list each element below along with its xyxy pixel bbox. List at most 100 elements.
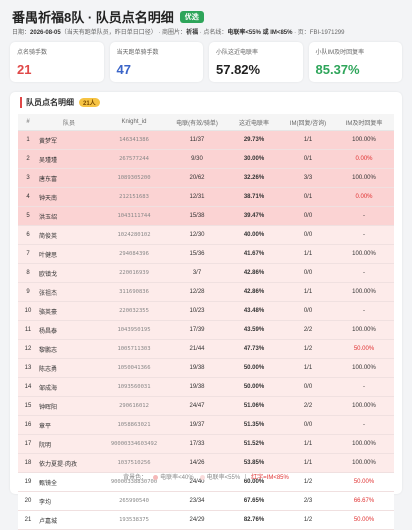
table-row: 19 甄镜全 90000338830700 24/40 60.00% 1/2 50.00% bbox=[18, 472, 394, 492]
cell: 60.00% bbox=[226, 472, 282, 492]
cell: 11/37 bbox=[168, 130, 226, 150]
table-row: 7 叶健思 294084396 15/36 41.67% 1/1 100.00% bbox=[18, 244, 394, 264]
page: 番禺祈福8队 · 队员点名明细 优选 日期：2026-08-05（当天有跑单队员，… bbox=[10, 7, 402, 530]
column-header: Knight_id bbox=[100, 114, 168, 131]
cell: 12 bbox=[18, 339, 38, 359]
cell: 21 bbox=[18, 510, 38, 530]
column-header: 电联(有效/骑单) bbox=[168, 114, 226, 131]
table-row: 12 黎鹏志 1005711303 21/44 47.73% 1/2 50.00% bbox=[18, 339, 394, 359]
cell: 82.76% bbox=[226, 510, 282, 530]
cell: - bbox=[334, 415, 394, 435]
table-row: 3 唐东富 1089305200 20/62 32.26% 3/3 100.00% bbox=[18, 168, 394, 188]
subtitle: 日期：2026-08-05（当天有跑单队员，昨日单日口径） · 商圈片：祈福 ·… bbox=[12, 27, 344, 36]
cell: 43.48% bbox=[226, 301, 282, 321]
cell: 9 bbox=[18, 282, 38, 302]
table-row: 20 李均 265990540 23/34 67.65% 2/3 66.67% bbox=[18, 491, 394, 511]
cell: 100.00% bbox=[334, 168, 394, 188]
cell: 38.71% bbox=[226, 187, 282, 207]
cell: 100.00% bbox=[334, 358, 394, 378]
cell: 100.00% bbox=[334, 282, 394, 302]
cell: 0/0 bbox=[282, 263, 334, 283]
cell: 15 bbox=[18, 396, 38, 416]
table-row: 8 欧镇戈 220016939 3/7 42.86% 0/0- bbox=[18, 263, 394, 283]
cell: 0/0 bbox=[282, 415, 334, 435]
header-row: # 队员 Knight_id 电联(有效/骑单) 这近电联率 IM(回复/咨询) IM及时回… bbox=[18, 114, 394, 131]
cell: 100.00% bbox=[334, 396, 394, 416]
cell: 骆英豪 bbox=[38, 301, 100, 321]
cell: 311690836 bbox=[100, 282, 168, 302]
subtitle-part: 日期： bbox=[12, 30, 31, 36]
cell: 1050041366 bbox=[100, 358, 168, 378]
table-row: 17 阮明 90000334603492 17/33 51.52% 1/1 100.00% bbox=[18, 434, 394, 454]
card-value: 85.37% bbox=[315, 62, 360, 77]
cell: 39.47% bbox=[226, 206, 282, 226]
cell: 杨昌泰 bbox=[38, 320, 100, 340]
cell: 2/2 bbox=[282, 320, 334, 340]
panel: 队员点名明细 21人 # 队员 Knight_id 电联(有效/骑单) 这近电联率 IM(回… bbox=[10, 92, 402, 530]
cell: 15/36 bbox=[168, 244, 226, 264]
table-row: 15 钟晖阳 290616012 24/47 51.06% 2/2 100.00% bbox=[18, 396, 394, 416]
cell: 29.73% bbox=[226, 130, 282, 150]
cell: 吴瑾瑾 bbox=[38, 149, 100, 169]
cards: 点名骑手数 21 当天跑单骑手数 47 小队这近电联率 57.82% 小队IM及时回复率 85… bbox=[10, 42, 402, 82]
cell: 钟天南 bbox=[38, 187, 100, 207]
cell: 51.35% bbox=[226, 415, 282, 435]
cell: 7 bbox=[18, 244, 38, 264]
cell: 100.00% bbox=[334, 320, 394, 340]
cell: 67.65% bbox=[226, 491, 282, 511]
cell: 41.67% bbox=[226, 244, 282, 264]
cell: 40.00% bbox=[226, 225, 282, 245]
cell: 193538375 bbox=[100, 510, 168, 530]
cell: 1/2 bbox=[282, 472, 334, 492]
cell: 47.73% bbox=[226, 339, 282, 359]
cell: 19/38 bbox=[168, 358, 226, 378]
column-header: # bbox=[18, 114, 38, 131]
cell: 294084396 bbox=[100, 244, 168, 264]
cell: 李均 bbox=[38, 491, 100, 511]
column-header: 队员 bbox=[38, 114, 100, 131]
table-row: 11 杨昌泰 1043950195 17/39 43.59% 2/2 100.00% bbox=[18, 320, 394, 340]
card-label: 小队这近电联率 bbox=[216, 50, 259, 56]
cell: 1 bbox=[18, 130, 38, 150]
cell: 0/1 bbox=[282, 187, 334, 207]
stat-card: 点名骑手数 21 bbox=[10, 42, 104, 82]
table-row: 16 章平 1058863021 19/37 51.35% 0/0- bbox=[18, 415, 394, 435]
subtitle-part: 电联率<55% 或 IM<85% bbox=[227, 30, 293, 36]
cell: 50.00% bbox=[334, 339, 394, 359]
cell: 1037510256 bbox=[100, 453, 168, 473]
cell: 24/40 bbox=[168, 472, 226, 492]
section-label: 队员点名明细 bbox=[26, 98, 74, 107]
subtitle-part: （当天有跑单队员，昨日单日口径） · 商圈片： bbox=[60, 30, 187, 36]
cell: 50.00% bbox=[334, 510, 394, 530]
cell: 2/2 bbox=[282, 396, 334, 416]
page-title: 番禺祈福8队 · 队员点名明细 bbox=[12, 10, 174, 25]
cell: 0.00% bbox=[334, 187, 394, 207]
cell: 1/1 bbox=[282, 282, 334, 302]
cell: 212151683 bbox=[100, 187, 168, 207]
cell: 0/0 bbox=[282, 301, 334, 321]
cell: 钟晖阳 bbox=[38, 396, 100, 416]
cell: 1/2 bbox=[282, 510, 334, 530]
cell: 8 bbox=[18, 263, 38, 283]
cell: 10 bbox=[18, 301, 38, 321]
cell: 23/34 bbox=[168, 491, 226, 511]
cell: 2/3 bbox=[282, 491, 334, 511]
cell: 12/31 bbox=[168, 187, 226, 207]
cell: 6 bbox=[18, 225, 38, 245]
cell: 16 bbox=[18, 415, 38, 435]
cell: 10/23 bbox=[168, 301, 226, 321]
cell: 1024280102 bbox=[100, 225, 168, 245]
cell: 3 bbox=[18, 168, 38, 188]
table-row: 9 张祖杰 311690836 12/28 42.86% 1/1 100.00% bbox=[18, 282, 394, 302]
subtitle-part: 2026-08-05 bbox=[30, 30, 61, 36]
card-value: 21 bbox=[17, 62, 32, 77]
cell: 欧镇戈 bbox=[38, 263, 100, 283]
title-row: 番禺祈福8队 · 队员点名明细 优选 bbox=[12, 7, 204, 26]
cell: 30.00% bbox=[226, 149, 282, 169]
table-row: 13 陈志勇 1050041366 19/38 50.00% 1/1 100.00% bbox=[18, 358, 394, 378]
cell: 66.67% bbox=[334, 491, 394, 511]
cell: 黎鹏志 bbox=[38, 339, 100, 359]
section-title: 队员点名明细 21人 bbox=[20, 97, 100, 108]
cell: 1043950195 bbox=[100, 320, 168, 340]
cell: 267577244 bbox=[100, 149, 168, 169]
